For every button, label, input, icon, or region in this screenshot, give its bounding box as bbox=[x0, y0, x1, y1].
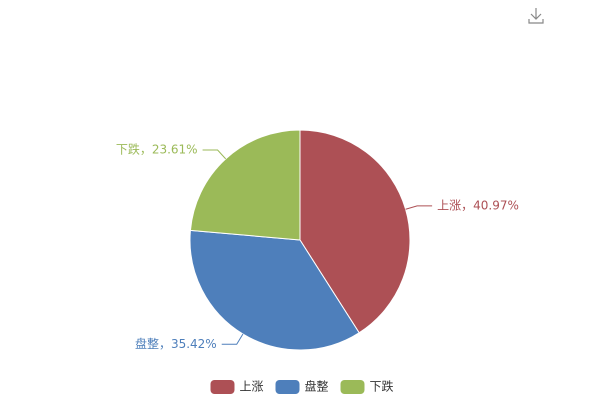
download-button[interactable] bbox=[528, 8, 544, 24]
legend-label: 盘整 bbox=[305, 379, 329, 394]
data-label: 盘整，35.42% bbox=[135, 336, 217, 351]
download-icon bbox=[528, 8, 544, 24]
pie-slice bbox=[189, 229, 360, 351]
legend-label: 上涨 bbox=[240, 379, 264, 394]
legend-label: 下跌 bbox=[370, 379, 394, 394]
label-line bbox=[202, 149, 227, 160]
data-label: 下跌，23.61% bbox=[116, 142, 198, 157]
legend-swatch bbox=[340, 380, 365, 394]
pie-slice bbox=[189, 129, 301, 241]
label-line bbox=[221, 333, 244, 345]
legend-swatch bbox=[210, 380, 235, 394]
label-line bbox=[405, 205, 433, 210]
legend-swatch bbox=[275, 380, 300, 394]
data-label: 上涨，40.97% bbox=[437, 197, 519, 212]
pie-slice bbox=[299, 129, 411, 334]
